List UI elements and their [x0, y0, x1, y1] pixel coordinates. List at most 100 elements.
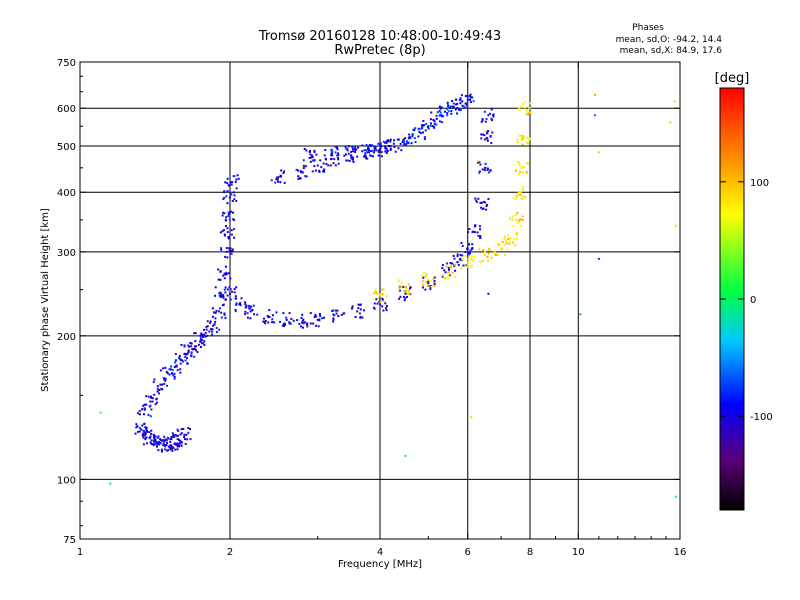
phase-stats-o: mean, sd,O: -94.2, 14.4	[616, 35, 723, 45]
tick-layer: 1 2 4 6 8 10 16 75 100 200 300 400 500 600 750	[57, 58, 686, 558]
data-point	[480, 133, 483, 136]
data-point	[467, 243, 470, 246]
data-point	[447, 268, 450, 271]
data-point	[460, 94, 463, 97]
data-point	[145, 436, 148, 439]
data-point	[352, 160, 355, 163]
data-point	[160, 450, 163, 453]
data-point	[517, 191, 520, 194]
data-point	[222, 294, 225, 297]
data-point	[238, 303, 241, 306]
data-point	[509, 217, 512, 220]
data-point	[462, 264, 465, 267]
data-point	[384, 302, 387, 305]
data-point	[332, 320, 335, 323]
data-point	[406, 295, 409, 298]
data-point	[468, 227, 471, 230]
data-point	[268, 316, 271, 319]
data-point	[417, 128, 420, 131]
x-tick-label: 10	[572, 547, 585, 558]
data-point	[344, 146, 347, 149]
data-point	[381, 298, 384, 301]
data-point	[354, 316, 357, 319]
data-point	[220, 311, 223, 314]
data-point	[441, 115, 444, 118]
data-point	[173, 372, 176, 375]
data-point	[512, 196, 515, 199]
data-point	[223, 277, 226, 280]
data-point	[234, 310, 237, 313]
data-point	[389, 140, 392, 143]
data-point	[402, 144, 405, 147]
data-point	[184, 359, 187, 362]
data-point	[421, 283, 424, 286]
data-point	[320, 166, 323, 169]
data-point	[357, 146, 360, 149]
data-point	[520, 134, 523, 137]
data-point	[515, 218, 518, 221]
data-point	[298, 322, 301, 325]
data-point	[235, 303, 238, 306]
data-point	[451, 105, 454, 108]
data-point	[230, 210, 233, 213]
data-point	[142, 413, 145, 416]
data-point	[302, 167, 305, 170]
data-point	[223, 313, 226, 316]
data-point	[449, 105, 452, 108]
data-point	[522, 196, 525, 199]
data-point	[152, 381, 155, 384]
data-point	[350, 154, 353, 157]
data-point	[149, 441, 152, 444]
data-point	[239, 302, 242, 305]
data-point	[421, 131, 424, 134]
data-point	[309, 153, 312, 156]
data-point	[135, 426, 138, 429]
data-point	[494, 252, 497, 255]
data-point	[429, 288, 432, 291]
data-point	[522, 136, 525, 139]
data-point	[146, 429, 149, 432]
data-point	[451, 271, 454, 274]
data-point	[501, 248, 504, 251]
data-point	[186, 362, 189, 365]
data-point	[315, 153, 318, 156]
data-point	[514, 168, 517, 171]
data-point	[420, 124, 423, 127]
data-point	[425, 281, 428, 284]
data-point	[379, 303, 381, 306]
data-point	[313, 159, 316, 162]
data-point	[464, 251, 467, 254]
data-point	[403, 141, 406, 144]
data-point	[233, 198, 236, 201]
data-point	[221, 214, 224, 217]
data-point	[324, 149, 327, 152]
data-point	[145, 426, 148, 429]
data-point	[433, 126, 436, 129]
x-tick-label: 16	[674, 547, 687, 558]
data-point	[318, 319, 321, 322]
data-point	[398, 297, 401, 300]
data-point	[289, 322, 292, 325]
data-point	[183, 435, 186, 438]
data-point	[526, 162, 529, 165]
data-point	[153, 393, 156, 396]
data-point	[273, 321, 276, 324]
data-point	[435, 114, 438, 117]
data-point	[385, 304, 388, 307]
data-point	[459, 99, 462, 102]
data-point	[224, 265, 227, 268]
data-point	[403, 143, 406, 146]
data-point	[288, 312, 291, 315]
data-point	[218, 294, 221, 297]
data-point	[333, 158, 336, 161]
data-point	[439, 106, 442, 109]
data-point	[283, 322, 286, 325]
data-point	[471, 243, 474, 246]
data-point	[441, 264, 444, 267]
data-point	[183, 344, 186, 347]
data-point	[205, 328, 208, 331]
data-point	[252, 304, 255, 307]
data-point	[453, 264, 456, 267]
data-point	[226, 177, 229, 180]
data-point	[244, 303, 247, 306]
